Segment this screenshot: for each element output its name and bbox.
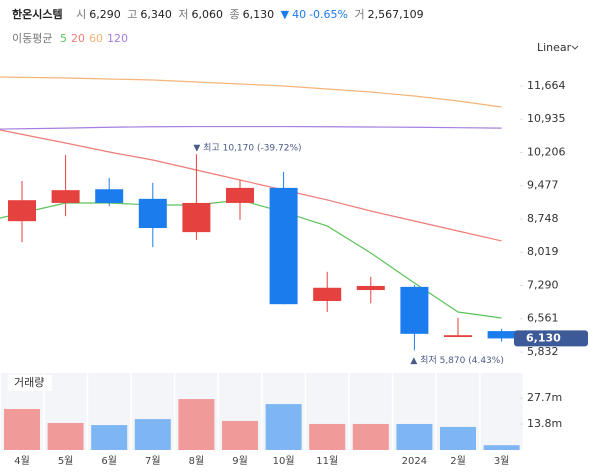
volume-bar	[396, 423, 433, 450]
x-tick-label: 11월	[316, 455, 338, 467]
volume-bar	[4, 408, 40, 450]
legend-entry: 20	[70, 32, 85, 45]
value: 6,290	[89, 8, 121, 21]
candle-body	[138, 198, 167, 229]
legend-entry: 5	[59, 32, 67, 45]
volume-bar	[483, 445, 520, 450]
ma-line	[0, 76, 502, 108]
volume-bar	[352, 423, 389, 450]
volume-bar	[440, 426, 476, 450]
y-tick-label: 10,935	[527, 112, 566, 125]
change-arrow: ▼	[280, 8, 290, 21]
y-tick-label: 7,290	[527, 278, 559, 291]
change: 40	[292, 8, 307, 21]
candle-body	[8, 200, 36, 222]
label: 시	[76, 8, 87, 21]
volume-bar	[91, 425, 128, 450]
label: 저	[178, 8, 189, 21]
dropdown-icon[interactable]	[571, 45, 579, 50]
volume-bar	[222, 420, 258, 450]
x-tick-label: 10월	[273, 455, 295, 467]
y-tick-label: 13.8m	[527, 417, 562, 430]
label: 거	[354, 8, 365, 21]
volume-title-bg	[8, 375, 52, 391]
legend-items: 5 20 60 120	[60, 32, 132, 45]
x-tick-label: 9월	[232, 455, 248, 467]
max-annotation: ▼ 최고 10,170 (-39.72%)	[193, 143, 301, 154]
volume-bar	[178, 399, 215, 450]
scale-label[interactable]: Linear	[537, 41, 572, 54]
y-tick-label: 11,664	[527, 79, 566, 92]
stock-name: 한온시스템	[12, 8, 63, 21]
label: 종	[229, 8, 240, 21]
x-tick-label: 8월	[189, 455, 205, 467]
value: 2,567,109	[367, 8, 424, 21]
header: 한온시스템 시 6,290 고 6,340 저 6,060 종 6,130 ▼ 40 -0.…	[12, 6, 427, 22]
candle-body	[444, 335, 472, 338]
ma-line	[0, 129, 502, 242]
x-tick-label: 2월	[450, 455, 466, 467]
ma-legend: 이동평균 5 20 60 120	[12, 30, 136, 46]
candle-body	[95, 189, 124, 203]
value: 6,130	[242, 8, 275, 21]
x-tick-label: 5월	[58, 455, 74, 467]
price-tag-label: 6,130	[526, 331, 561, 344]
candle-body	[269, 187, 298, 305]
y-tick-label: 10,206	[527, 145, 566, 158]
legend-entry: 60	[88, 32, 103, 45]
candle-body	[400, 286, 429, 334]
volume-bar	[309, 423, 346, 450]
volume-bar	[134, 419, 171, 450]
change-pct: -0.65%	[309, 8, 348, 21]
volume-bar	[265, 404, 302, 450]
y-tick-label: 9,477	[527, 179, 559, 192]
legend-entry: 120	[106, 32, 128, 45]
candle-body	[226, 187, 254, 203]
volume-title: 거래량	[14, 376, 44, 389]
x-tick-label: 4월	[14, 455, 30, 467]
x-tick-label: 7월	[145, 455, 161, 467]
y-tick-label: 8,748	[527, 212, 559, 225]
ma-line	[0, 125, 502, 130]
y-tick-label: 27.7m	[527, 391, 562, 404]
y-tick-label: 5,832	[527, 345, 559, 358]
candle-body	[313, 287, 342, 301]
candle-body	[487, 331, 516, 339]
x-tick-label: 2024	[402, 456, 427, 467]
candle-body	[51, 190, 80, 203]
candle-body	[182, 202, 211, 233]
candle-body	[356, 285, 385, 291]
value: 6,060	[191, 8, 223, 21]
y-tick-label: 6,561	[527, 312, 559, 325]
x-tick-label: 6월	[101, 455, 117, 467]
min-annotation: ▲ 최저 5,870 (4.43%)	[410, 355, 503, 366]
value: 6,340	[140, 8, 172, 21]
price-tag	[514, 330, 588, 347]
x-tick-label: 3월	[494, 455, 510, 467]
legend-label: 이동평균	[12, 32, 53, 45]
volume-column-bg	[480, 373, 523, 450]
y-tick-label: 8,019	[527, 245, 559, 258]
label: 고	[127, 8, 138, 21]
volume-bar	[47, 423, 84, 450]
